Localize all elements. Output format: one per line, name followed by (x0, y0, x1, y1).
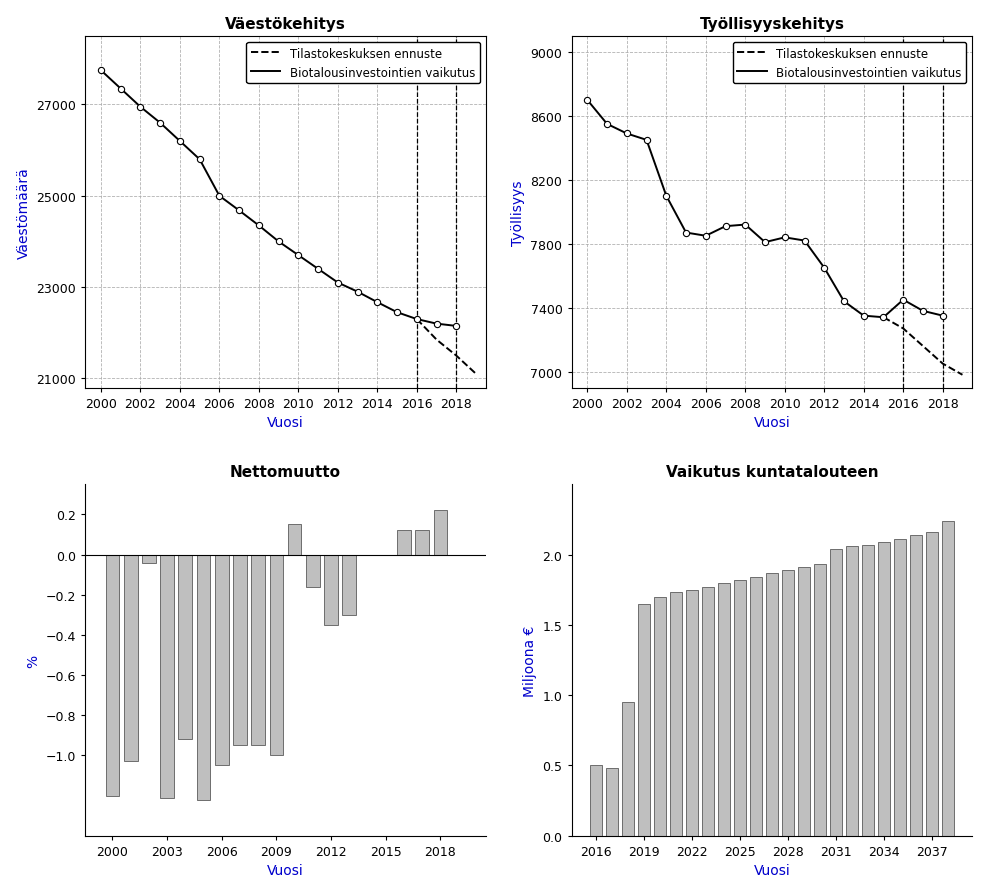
Bar (910, 536, 922, 836)
Bar (750, 578, 762, 836)
Bar (197, 555, 211, 800)
Bar (702, 587, 714, 836)
Bar (878, 543, 890, 836)
Bar (233, 555, 247, 746)
Bar (433, 510, 447, 555)
Bar (342, 555, 356, 615)
Bar (270, 555, 283, 755)
Bar (622, 703, 634, 836)
Bar (106, 555, 120, 796)
Y-axis label: Väestömäärä: Väestömäärä (17, 166, 31, 258)
Bar (798, 568, 810, 836)
Bar (943, 521, 954, 836)
Bar (814, 565, 826, 836)
Bar (178, 555, 192, 739)
Bar (638, 604, 650, 836)
Title: Väestökehitys: Väestökehitys (225, 17, 346, 31)
Bar (654, 597, 666, 836)
Y-axis label: %: % (26, 654, 40, 667)
X-axis label: Vuosi: Vuosi (754, 864, 790, 877)
Bar (215, 555, 228, 765)
Bar (288, 525, 302, 555)
Title: Nettomuutto: Nettomuutto (230, 464, 341, 479)
Title: Työllisyyskehitys: Työllisyyskehitys (699, 17, 845, 31)
X-axis label: Vuosi: Vuosi (267, 864, 304, 877)
Title: Vaikutus kuntatalouteen: Vaikutus kuntatalouteen (666, 464, 878, 479)
Y-axis label: Miljoona €: Miljoona € (523, 625, 537, 696)
Y-axis label: Työllisyys: Työllisyys (511, 180, 525, 245)
Bar (927, 533, 939, 836)
Bar (894, 539, 906, 836)
Bar (830, 549, 842, 836)
Bar (306, 555, 319, 587)
X-axis label: Vuosi: Vuosi (754, 416, 790, 430)
Bar (782, 570, 794, 836)
Bar (862, 545, 874, 836)
Bar (605, 768, 617, 836)
Bar (718, 583, 730, 836)
Bar (124, 555, 137, 762)
X-axis label: Vuosi: Vuosi (267, 416, 304, 430)
Bar (589, 765, 601, 836)
Legend: Tilastokeskuksen ennuste, Biotalousinvestointien vaikutus: Tilastokeskuksen ennuste, Biotalousinves… (733, 43, 966, 84)
Bar (415, 531, 429, 555)
Bar (685, 590, 698, 836)
Bar (398, 531, 410, 555)
Bar (142, 555, 155, 563)
Bar (670, 593, 681, 836)
Bar (324, 555, 338, 625)
Bar (765, 573, 778, 836)
Bar (160, 555, 174, 797)
Bar (251, 555, 265, 746)
Legend: Tilastokeskuksen ennuste, Biotalousinvestointien vaikutus: Tilastokeskuksen ennuste, Biotalousinves… (246, 43, 480, 84)
Bar (846, 546, 858, 836)
Bar (734, 580, 746, 836)
